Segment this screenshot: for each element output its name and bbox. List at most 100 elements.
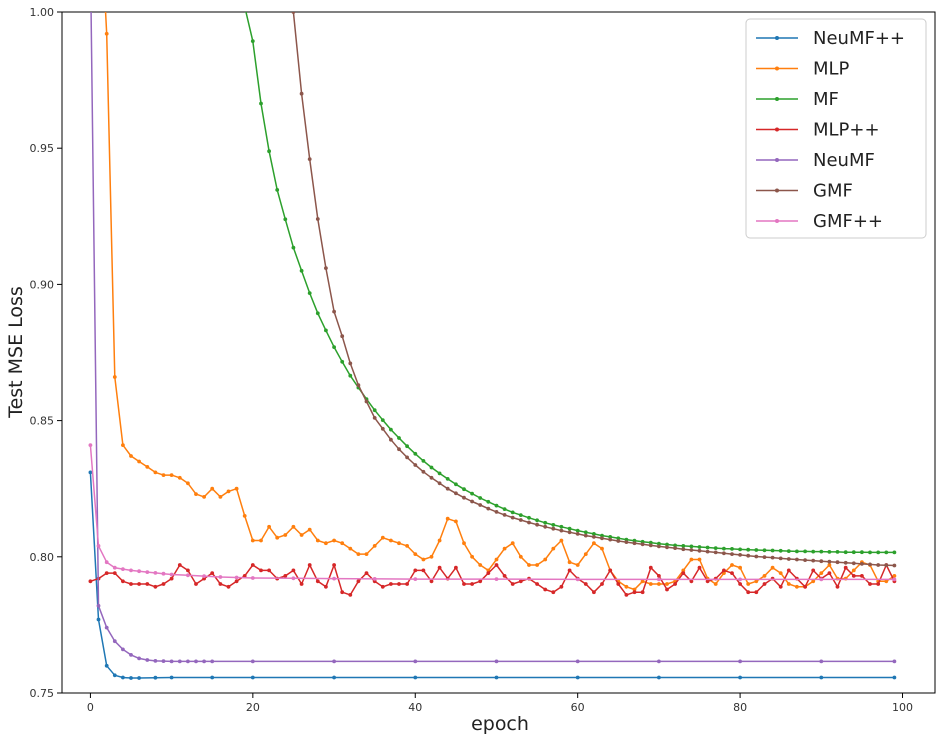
data-point [494,577,499,581]
data-point [657,541,661,546]
data-point [762,574,767,578]
legend-marker [775,66,779,71]
data-point [575,659,580,664]
data-point [315,538,320,543]
data-point [551,546,556,551]
data-point [356,579,361,584]
data-point [405,544,409,548]
data-point [405,444,409,449]
data-point [332,563,336,567]
data-point [413,577,418,581]
data-point [250,675,255,680]
y-tick-label: 0.80 [30,551,55,564]
data-point [754,548,759,552]
data-point [803,584,807,589]
data-point [713,582,718,586]
data-point [843,560,848,565]
data-point [851,550,856,555]
data-point [332,659,336,664]
data-point [104,625,109,630]
x-tick-label: 60 [571,701,585,714]
data-point [819,559,824,564]
data-point [202,659,207,664]
legend-label: NeuMF [813,150,875,171]
data-point [835,560,840,565]
data-point [96,544,101,548]
data-point [665,545,669,550]
data-point [665,587,669,592]
data-point [616,536,621,541]
data-point [348,361,353,366]
data-point [657,574,661,578]
data-point [567,568,572,573]
series-mlpplusplus [88,563,897,597]
data-point [299,268,304,273]
data-point [567,560,572,565]
data-point [600,546,604,551]
data-point [153,675,158,680]
legend-item-mf: MF [756,89,839,110]
data-point [795,584,799,589]
data-point [186,573,190,578]
data-point [762,582,767,586]
data-point [96,603,101,608]
data-point [145,658,150,662]
data-point [494,510,499,514]
data-point [640,542,645,547]
data-point [437,538,442,543]
data-point [543,524,548,529]
y-axis: 0.75 0.80 0.85 0.90 0.95 1.00 [30,6,62,700]
legend-item-mlp: MLP [756,59,850,80]
data-point [153,571,158,575]
data-point [722,568,726,573]
data-point [705,579,710,584]
series-layer [88,12,897,680]
data-point [843,550,848,555]
legend-label: NeuMF++ [813,28,905,49]
data-point [186,481,190,486]
data-point [510,541,515,546]
data-point [324,328,328,333]
data-point [730,552,734,556]
x-tick-label: 40 [408,701,422,714]
legend-marker [775,188,779,193]
data-point [161,571,166,576]
data-point [454,565,458,570]
data-point [851,568,856,573]
data-point [137,459,142,464]
data-point [786,582,791,586]
data-point [413,568,418,573]
data-point [478,563,483,567]
data-point [470,499,474,504]
data-point [876,563,881,567]
data-point [575,532,580,536]
data-point [592,541,596,546]
data-point [470,582,474,586]
data-point [88,579,93,584]
data-point [299,533,304,537]
data-point [332,576,336,581]
data-point [234,575,239,580]
data-point [250,563,255,567]
data-point [892,659,897,664]
data-point [738,565,742,570]
data-point [454,482,458,487]
data-point [608,535,613,539]
data-point [145,570,150,574]
data-point [608,537,613,542]
data-point [332,345,336,349]
data-point [324,584,328,589]
data-point [169,659,174,664]
x-axis: 0 20 40 60 80 100 [87,693,913,714]
data-point [389,427,393,432]
data-point [104,31,109,36]
data-point [307,527,312,532]
data-point [697,548,702,553]
data-point [722,546,726,551]
data-point [129,582,133,586]
data-point [169,576,174,581]
data-point [730,571,734,575]
data-point [657,675,661,680]
data-point [681,571,686,575]
data-point [380,535,385,540]
